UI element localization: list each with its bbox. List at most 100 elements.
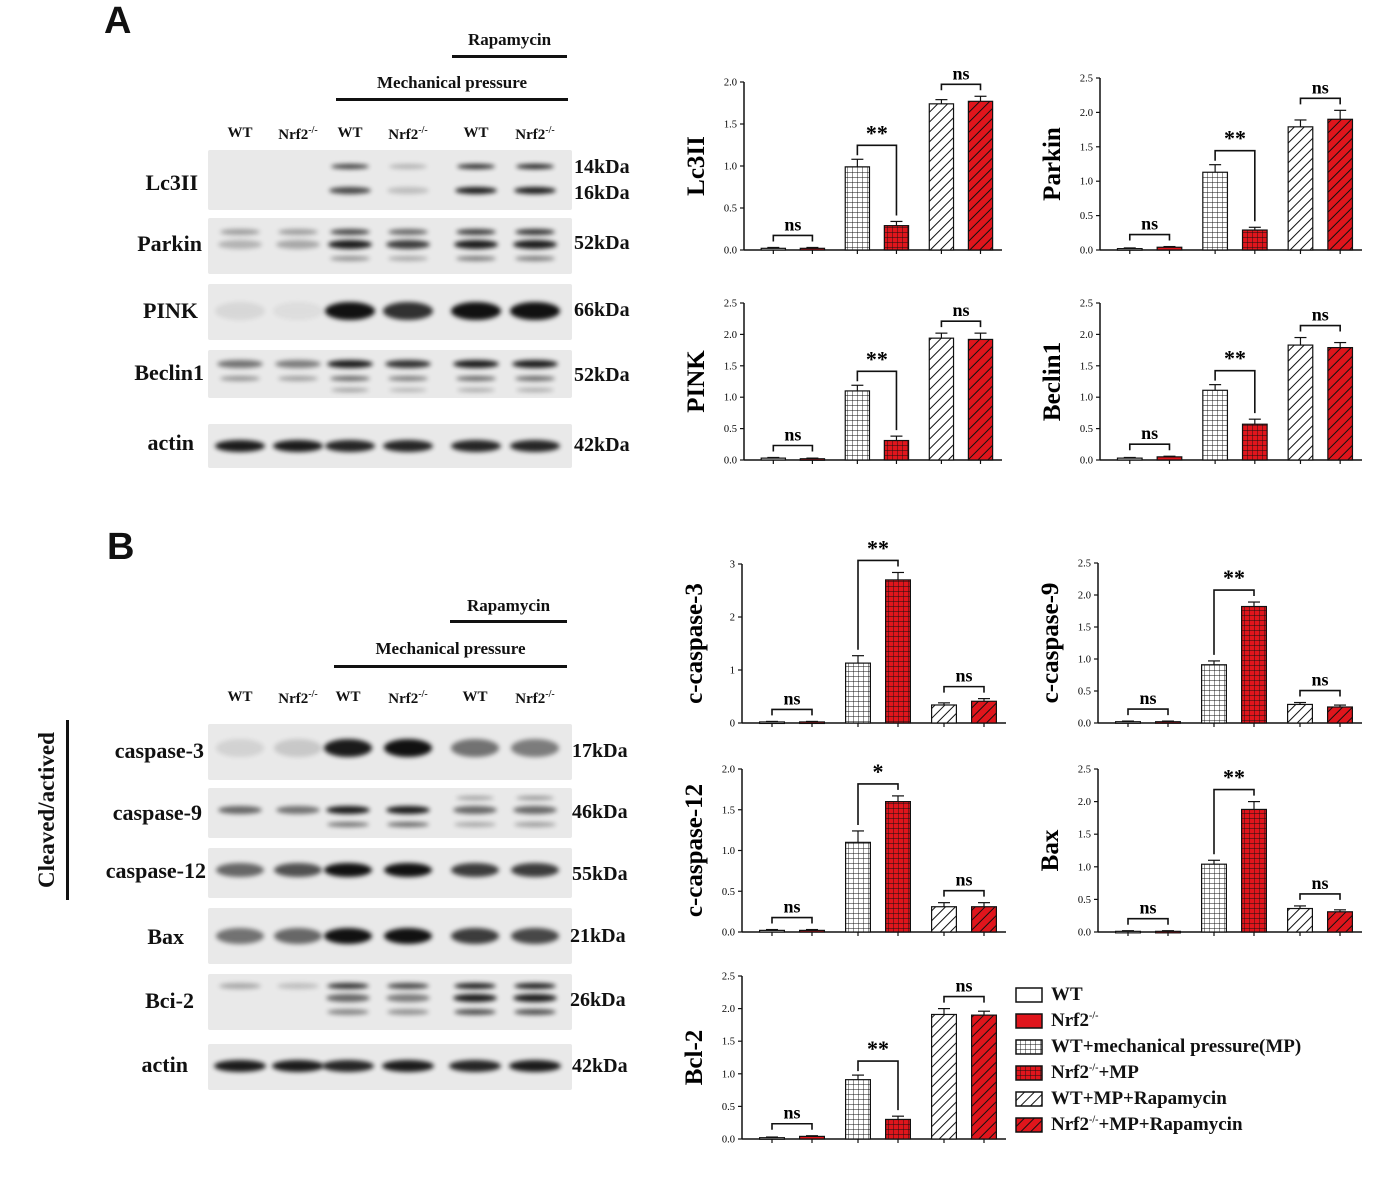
y-tick-label: 0.5 — [724, 424, 737, 435]
significance-label: ** — [1223, 565, 1245, 590]
blot-a-3-kda-label: 52kDa — [574, 364, 630, 386]
y-tick-label: 0.0 — [724, 246, 737, 257]
blot-band — [324, 863, 372, 877]
chart-ylabel: c-caspase-9 — [1037, 583, 1064, 704]
significance-label: ns — [955, 666, 972, 686]
blot-band — [451, 863, 499, 877]
blot-band — [510, 440, 560, 452]
bar — [1327, 118, 1354, 251]
significance-bracket — [1213, 788, 1255, 855]
significance-bracket — [1299, 97, 1341, 105]
blot-band — [511, 928, 559, 944]
y-tick-label: 2.5 — [1080, 299, 1093, 310]
blot-band — [330, 229, 370, 235]
blot-band — [514, 983, 556, 989]
blot-band — [387, 821, 429, 827]
bar — [971, 700, 998, 724]
y-tick-label: 0.5 — [1078, 687, 1091, 698]
bar — [1327, 346, 1354, 461]
blot-band — [274, 739, 322, 757]
y-tick-label: 2.0 — [724, 78, 737, 89]
bar — [967, 100, 994, 251]
chart-1: Parkin 0.0 0.5 1.0 1.5 2.0 2.5 ns ** ns — [1039, 74, 1362, 257]
blot-band — [454, 239, 498, 249]
bar — [760, 247, 787, 251]
lane-b-lane-label: Nrf2-/- — [515, 689, 555, 707]
blot-band — [327, 360, 373, 368]
blot-band — [454, 983, 496, 989]
significance-label: * — [873, 759, 884, 784]
bar — [883, 225, 910, 251]
bar — [928, 103, 955, 251]
blot-band — [515, 255, 555, 261]
blot-b-1-protein-label: caspase-9 — [112, 800, 202, 825]
blot-band — [276, 239, 320, 249]
legend-swatch — [1015, 1039, 1043, 1055]
rapamycin-header-a: Rapamycin — [467, 30, 552, 49]
y-tick-label: 1.0 — [1078, 862, 1091, 873]
y-tick-label: 2.5 — [724, 299, 737, 310]
blot-band — [455, 186, 497, 194]
significance-bracket — [1299, 893, 1341, 900]
blot-band — [386, 994, 430, 1002]
blot-a-2-kda-label: 66kDa — [574, 299, 630, 321]
lane-b-lane-label: WT — [462, 689, 488, 705]
blot-b-2-protein-label: caspase-12 — [105, 858, 206, 883]
significance-bracket — [856, 144, 898, 216]
bar — [1201, 863, 1228, 933]
blot-band — [220, 375, 260, 381]
blot-b-0-protein-label: caspase-3 — [114, 738, 204, 763]
bar — [928, 337, 955, 461]
significance-bracket — [771, 708, 813, 716]
blot-a-0-kda-label: 14kDa — [574, 156, 630, 178]
legend-label: WT+MP+Rapamycin — [1051, 1088, 1227, 1109]
y-tick-label: 0.0 — [1080, 246, 1093, 257]
bar — [845, 662, 872, 724]
bar — [845, 841, 872, 933]
y-tick-label: 2.0 — [722, 1004, 735, 1015]
y-tick-label: 2.0 — [722, 765, 735, 776]
blot-b-5-protein-label: actin — [141, 1052, 188, 1077]
legend-item: Nrf2-/- — [1015, 1008, 1301, 1034]
y-tick-label: 2.5 — [1078, 765, 1091, 776]
blot-band — [453, 994, 497, 1002]
significance-bracket — [857, 559, 899, 650]
chart-ylabel: c-caspase-3 — [681, 583, 708, 704]
y-tick-label: 0.0 — [724, 456, 737, 467]
bar — [1114, 721, 1141, 724]
blot-band — [514, 1009, 556, 1015]
significance-bracket — [1299, 689, 1341, 697]
lane-a-lane-label: WT — [227, 125, 253, 141]
significance-label: ns — [1141, 214, 1158, 234]
blot-band — [511, 739, 559, 757]
blot-band — [451, 302, 501, 320]
chart-ylabel: c-caspase-12 — [681, 784, 708, 917]
significance-label: ns — [1311, 670, 1328, 690]
y-tick-label: 0.5 — [722, 887, 735, 898]
significance-label: ** — [1224, 126, 1246, 151]
significance-label: ns — [1312, 77, 1329, 97]
significance-bracket — [772, 444, 814, 452]
blot-b-5-kda-label: 42kDa — [572, 1055, 628, 1077]
blot-band — [516, 796, 554, 800]
y-tick-label: 1.5 — [1080, 142, 1093, 153]
significance-label: ns — [955, 870, 972, 890]
y-tick-label: 1.5 — [722, 805, 735, 816]
blot-a-3-blot — [208, 350, 572, 398]
bar — [1287, 907, 1314, 933]
blot-band — [386, 806, 430, 814]
blot-a-2-protein-label: PINK — [143, 298, 198, 323]
blot-band — [275, 360, 321, 368]
blot-band — [325, 302, 375, 320]
significance-label: ** — [866, 120, 888, 145]
blot-band — [324, 928, 372, 944]
blot-band — [325, 440, 375, 452]
blot-band — [327, 821, 369, 827]
bar — [885, 800, 912, 933]
mechanical-pressure-line-b — [334, 665, 567, 668]
blot-b-5-blot — [208, 1044, 572, 1090]
bar — [1155, 721, 1182, 724]
blot-band — [216, 739, 264, 757]
blot-band — [457, 163, 495, 169]
bar — [885, 579, 912, 724]
